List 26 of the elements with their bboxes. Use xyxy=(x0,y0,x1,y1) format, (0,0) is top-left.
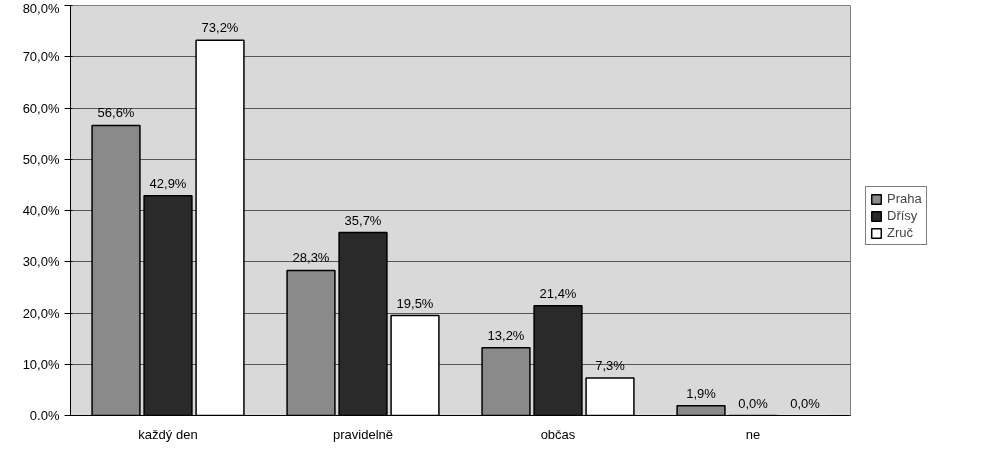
y-tick-label: 30,0% xyxy=(22,254,60,270)
data-label: 21,4% xyxy=(539,285,577,301)
y-tick-label: 50,0% xyxy=(22,151,60,167)
y-tick-label: 10,0% xyxy=(22,356,60,372)
y-tick-label: 80,0% xyxy=(22,0,60,16)
y-tick-label: 70,0% xyxy=(22,49,60,65)
x-tick-label: pravidelně xyxy=(333,426,394,442)
data-label: 0,0% xyxy=(738,395,769,411)
data-label: 35,7% xyxy=(344,212,382,228)
data-label: 0,0% xyxy=(790,395,821,411)
data-label: 1,9% xyxy=(686,385,717,401)
data-label: 56,6% xyxy=(97,105,135,121)
y-tick-label: 60,0% xyxy=(22,100,60,116)
y-tick-label: 0.0% xyxy=(29,408,60,423)
legend-label: Zruč xyxy=(887,225,913,240)
legend-label: Dřísy xyxy=(887,208,918,223)
legend-label: Praha xyxy=(887,191,922,206)
x-tick-label: každý den xyxy=(138,426,198,442)
data-label: 13,2% xyxy=(487,327,525,343)
y-tick-label: 20,0% xyxy=(22,305,60,321)
data-label: 19,5% xyxy=(396,295,434,311)
data-label: 73,2% xyxy=(201,20,239,36)
x-tick-label: ne xyxy=(745,426,761,442)
x-tick-label: občas xyxy=(540,426,576,442)
data-label: 42,9% xyxy=(149,175,187,191)
y-tick-label: 40,0% xyxy=(22,203,60,218)
